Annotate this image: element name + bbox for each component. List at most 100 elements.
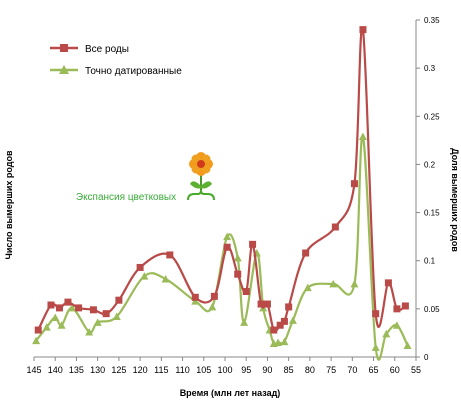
data-point-dated bbox=[32, 336, 41, 345]
axes-group: 145 140 135 130 125 120 115 110 105 100 95 90 85 80 75… bbox=[26, 16, 440, 375]
data-point-dated bbox=[93, 318, 102, 326]
data-point-dated bbox=[274, 338, 283, 347]
y-tick-label: 0.3 bbox=[424, 64, 436, 73]
x-tick-label: 70 bbox=[347, 365, 357, 375]
legend-label-all: Все роды bbox=[85, 44, 129, 55]
y-tick-label: 0.35 bbox=[424, 16, 440, 25]
data-point-all bbox=[166, 251, 174, 259]
annotation-label: Экспансия цветковых bbox=[76, 192, 176, 203]
x-tick-label: 85 bbox=[284, 365, 294, 375]
x-tick-label: 125 bbox=[111, 365, 126, 375]
data-point-all bbox=[270, 326, 278, 334]
x-tick-label: 60 bbox=[390, 365, 400, 375]
data-point-dated bbox=[329, 279, 338, 288]
data-point-dated bbox=[112, 312, 121, 321]
x-tick-label: 115 bbox=[154, 365, 168, 375]
y-axis-title-left: Число вымерших родов bbox=[4, 150, 14, 259]
data-point-all bbox=[210, 292, 218, 300]
data-point-dated bbox=[223, 232, 232, 241]
x-tick-label: 105 bbox=[196, 365, 211, 375]
data-point-all bbox=[223, 243, 231, 251]
data-point-all bbox=[350, 180, 358, 188]
x-tick-label: 95 bbox=[241, 365, 251, 375]
data-point-all bbox=[89, 306, 97, 314]
x-tick-label: 135 bbox=[69, 365, 84, 375]
y-axis-title-right: Доля вымерших родов bbox=[450, 148, 460, 252]
legend-marker-all bbox=[60, 44, 68, 52]
data-point-all bbox=[55, 304, 63, 312]
flower-annotation: Экспансия цветковых bbox=[76, 152, 215, 203]
data-point-dated bbox=[42, 323, 51, 331]
x-tick-label: 65 bbox=[369, 365, 379, 375]
data-point-all bbox=[115, 296, 123, 304]
y-tick-label: 0.25 bbox=[424, 112, 440, 121]
data-point-dated bbox=[57, 321, 66, 329]
data-point-dated bbox=[51, 313, 60, 322]
x-tick-label: 120 bbox=[133, 365, 148, 375]
data-point-dated bbox=[371, 343, 380, 351]
data-point-dated bbox=[161, 275, 170, 283]
legend: Все роды Точно датированные bbox=[50, 44, 182, 77]
brace-shape bbox=[187, 189, 215, 201]
data-point-all bbox=[276, 321, 284, 329]
y-tick-label: 0.05 bbox=[424, 305, 440, 314]
series-line-dated bbox=[35, 135, 409, 361]
y-tick-label: 0.2 bbox=[424, 160, 436, 169]
data-point-all bbox=[75, 304, 83, 312]
x-tick-label: 110 bbox=[175, 365, 189, 375]
y-tick-label: 0.1 bbox=[424, 257, 436, 266]
data-point-all bbox=[384, 279, 392, 287]
data-point-all bbox=[257, 300, 265, 308]
data-point-dated bbox=[240, 318, 249, 326]
x-tick-label: 90 bbox=[262, 365, 272, 375]
data-point-dated bbox=[288, 316, 297, 324]
data-point-dated bbox=[392, 321, 401, 329]
data-point-all bbox=[242, 288, 250, 296]
data-point-dated bbox=[382, 329, 391, 338]
data-point-dated bbox=[358, 132, 367, 141]
data-point-dated bbox=[85, 327, 94, 336]
data-point-all bbox=[249, 240, 257, 248]
data-point-all bbox=[401, 302, 409, 310]
data-point-all bbox=[47, 301, 55, 309]
data-point-dated bbox=[280, 337, 289, 346]
x-tick-label: 55 bbox=[411, 365, 421, 375]
data-point-all bbox=[302, 249, 310, 257]
data-point-all bbox=[331, 223, 339, 231]
data-point-all bbox=[136, 263, 144, 271]
y-tick-label: 0.15 bbox=[424, 209, 440, 218]
x-tick-label: 80 bbox=[305, 365, 315, 375]
x-tick-label: 100 bbox=[217, 365, 232, 375]
data-point-all bbox=[234, 270, 242, 278]
y-tick-label: 0 bbox=[424, 353, 429, 362]
data-point-dated bbox=[191, 297, 200, 305]
x-tick-label: 140 bbox=[48, 365, 63, 375]
data-point-all bbox=[285, 303, 293, 311]
legend-label-dated: Точно датированные bbox=[85, 66, 182, 77]
data-point-all bbox=[34, 326, 42, 334]
data-point-dated bbox=[303, 283, 312, 292]
data-point-dated bbox=[233, 253, 242, 262]
data-point-all bbox=[191, 293, 199, 301]
x-tick-label: 130 bbox=[90, 365, 105, 375]
data-point-dated bbox=[403, 341, 412, 349]
x-tick-label: 75 bbox=[326, 365, 336, 375]
flower-icon bbox=[189, 152, 213, 192]
data-point-all bbox=[393, 305, 401, 313]
data-point-all bbox=[359, 26, 367, 34]
data-point-all bbox=[64, 298, 72, 306]
data-point-dated bbox=[68, 303, 77, 312]
data-point-dated bbox=[350, 279, 359, 288]
legend-marker-dated bbox=[59, 65, 69, 74]
x-tick-label: 145 bbox=[26, 365, 41, 375]
data-point-dated bbox=[208, 302, 217, 311]
data-point-all bbox=[372, 310, 380, 318]
series-layer bbox=[32, 26, 412, 361]
data-point-all bbox=[280, 317, 288, 325]
data-point-all bbox=[263, 300, 271, 308]
data-point-all bbox=[102, 310, 110, 318]
x-axis-title: Время (млн лет назад) bbox=[180, 388, 281, 398]
data-point-dated bbox=[140, 272, 149, 280]
